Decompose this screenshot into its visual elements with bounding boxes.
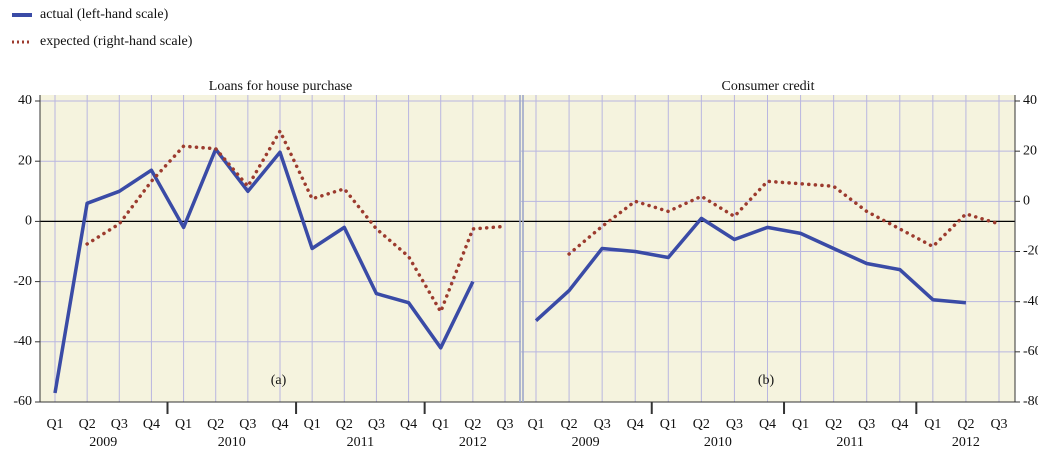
x-tick-label: Q3 xyxy=(726,417,743,432)
x-tick-label: Q2 xyxy=(336,417,353,432)
x-tick-label: Q1 xyxy=(175,417,192,432)
x-tick-label: Q1 xyxy=(46,417,63,432)
x-tick-label: Q3 xyxy=(496,417,513,432)
panel-annotation: (a) xyxy=(271,373,287,388)
expected-line xyxy=(567,179,1001,256)
y2-tick-label: 20 xyxy=(1023,143,1037,158)
x-tick-label: Q2 xyxy=(825,417,842,432)
x-tick-label: Q1 xyxy=(304,417,321,432)
y2-tick-label: -60 xyxy=(1023,344,1038,359)
x-tick-label: Q2 xyxy=(693,417,710,432)
y2-tick-label: 0 xyxy=(1023,194,1030,209)
year-label: 2009 xyxy=(89,435,117,450)
x-tick-label: Q4 xyxy=(759,417,776,432)
plot-background xyxy=(40,95,1015,402)
x-tick-label: Q1 xyxy=(660,417,677,432)
x-tick-label: Q1 xyxy=(924,417,941,432)
y2-tick-label: -80 xyxy=(1023,394,1038,409)
x-tick-label: Q4 xyxy=(271,417,288,432)
x-tick-label: Q2 xyxy=(79,417,96,432)
year-label: 2010 xyxy=(704,435,732,450)
panel-annotation: (b) xyxy=(758,373,775,388)
y2-tick-label: -40 xyxy=(1023,294,1038,309)
x-tick-label: Q3 xyxy=(111,417,128,432)
legend-label: actual (left-hand scale) xyxy=(40,7,169,22)
x-tick-label: Q3 xyxy=(858,417,875,432)
y-tick-label: -60 xyxy=(13,394,32,409)
x-tick-label: Q2 xyxy=(957,417,974,432)
x-tick-label: Q4 xyxy=(143,417,160,432)
year-label: 2012 xyxy=(459,435,487,450)
y2-tick-label: -20 xyxy=(1023,244,1038,259)
year-label: 2009 xyxy=(572,435,600,450)
panel-title: Loans for house purchase xyxy=(209,79,352,94)
x-tick-label: Q3 xyxy=(239,417,256,432)
y-tick-label: 20 xyxy=(18,153,32,168)
y2-tick-label: 40 xyxy=(1023,93,1037,108)
x-tick-label: Q1 xyxy=(792,417,809,432)
expected-line xyxy=(85,129,507,314)
x-tick-label: Q4 xyxy=(400,417,417,432)
legend-label: expected (right-hand scale) xyxy=(40,34,193,49)
year-label: 2011 xyxy=(836,435,863,450)
y-tick-label: -40 xyxy=(13,334,32,349)
x-tick-label: Q4 xyxy=(891,417,908,432)
x-tick-label: Q4 xyxy=(627,417,644,432)
x-tick-label: Q3 xyxy=(990,417,1007,432)
year-label: 2011 xyxy=(347,435,374,450)
x-tick-label: Q3 xyxy=(368,417,385,432)
x-tick-label: Q1 xyxy=(432,417,449,432)
y-tick-label: -20 xyxy=(13,274,32,289)
actual-line xyxy=(53,147,475,394)
year-label: 2012 xyxy=(952,435,980,450)
y-tick-label: 40 xyxy=(18,93,32,108)
y-tick-label: 0 xyxy=(25,214,32,229)
x-tick-label: Q2 xyxy=(464,417,481,432)
x-tick-label: Q2 xyxy=(207,417,224,432)
year-label: 2010 xyxy=(218,435,246,450)
actual-line xyxy=(534,216,967,322)
x-tick-label: Q1 xyxy=(527,417,544,432)
x-tick-label: Q3 xyxy=(594,417,611,432)
x-tick-label: Q2 xyxy=(561,417,578,432)
panel-title: Consumer credit xyxy=(722,79,815,94)
